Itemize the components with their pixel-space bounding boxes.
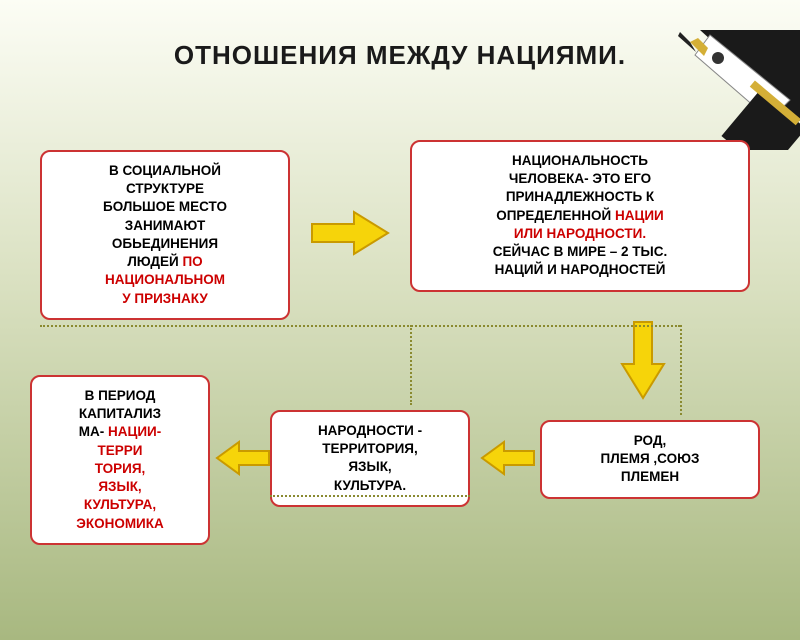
arrow-a4 (215, 440, 271, 476)
dotted-connector-3 (680, 325, 682, 415)
arrow-a3 (480, 440, 536, 476)
diagram-box-b5: В ПЕРИОДКАПИТАЛИЗМА- НАЦИИ-ТЕРРИТОРИЯ,ЯЗ… (30, 375, 210, 545)
dotted-connector-1 (270, 495, 470, 497)
pen-decoration (660, 30, 800, 150)
dotted-connector-0 (40, 325, 680, 327)
arrow-a1 (310, 210, 390, 256)
diagram-box-b1: В СОЦИАЛЬНОЙСТРУКТУРЕБОЛЬШОЕ МЕСТОЗАНИМА… (40, 150, 290, 320)
diagram-box-b3: РОД,ПЛЕМЯ ,СОЮЗПЛЕМЕН (540, 420, 760, 499)
dotted-connector-2 (410, 325, 412, 405)
diagram-box-b4: НАРОДНОСТИ -ТЕРРИТОРИЯ,ЯЗЫК,КУЛЬТУРА. (270, 410, 470, 507)
arrow-a2 (620, 320, 666, 400)
diagram-box-b2: НАЦИОНАЛЬНОСТЬЧЕЛОВЕКА- ЭТО ЕГОПРИНАДЛЕЖ… (410, 140, 750, 292)
